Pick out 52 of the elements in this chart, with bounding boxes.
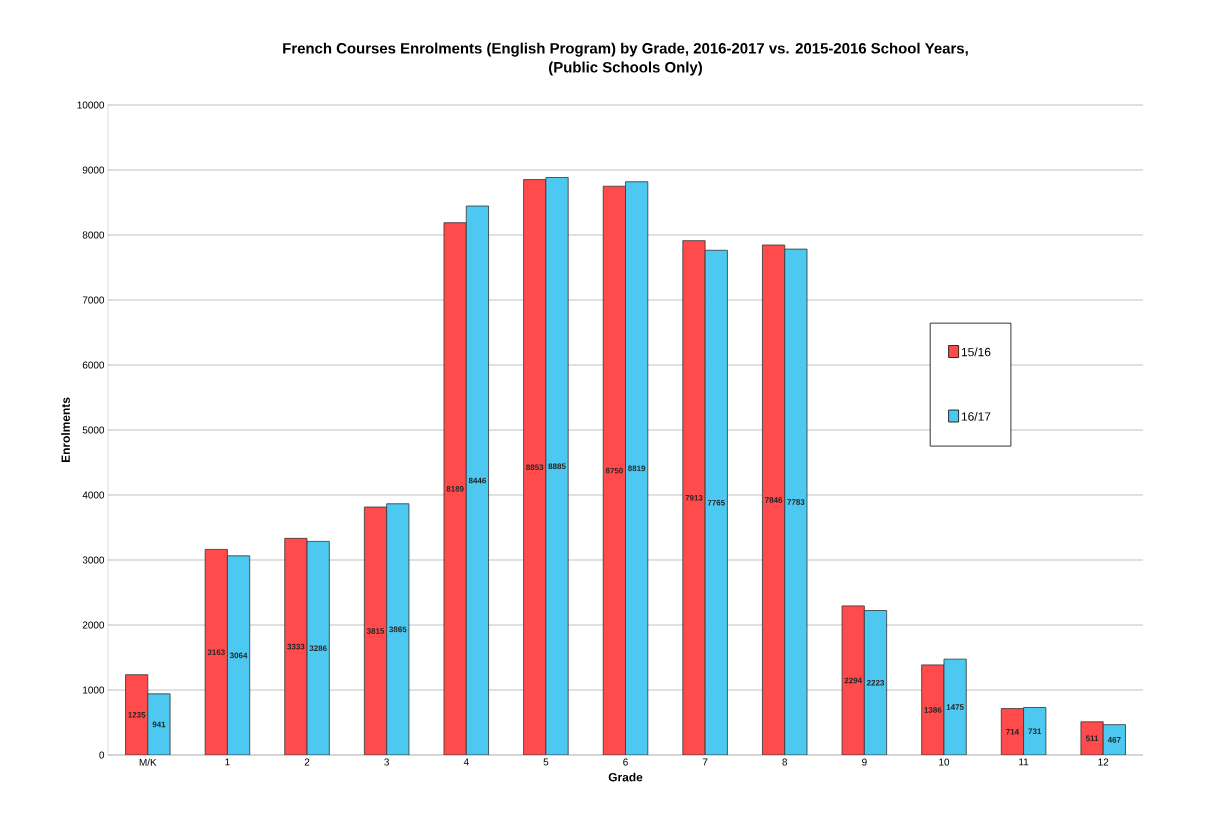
- bar: [443, 222, 467, 755]
- x-tick-label: 12: [1098, 758, 1109, 766]
- x-tick-label: 4: [463, 758, 469, 766]
- legend-label: 15/16: [961, 347, 991, 357]
- bar: [306, 541, 330, 755]
- bar: [363, 506, 388, 755]
- bar: [227, 555, 251, 755]
- x-tick-label: 9: [862, 758, 867, 766]
- x-tick-label: 1: [225, 758, 230, 766]
- x-tick-label: 2: [304, 758, 310, 766]
- bar: [921, 664, 945, 755]
- bar: [682, 240, 706, 755]
- x-axis-title: Grade: [608, 772, 643, 782]
- x-tick-label: 6: [623, 758, 628, 766]
- bar: [863, 610, 888, 755]
- bar: [625, 181, 649, 755]
- y-tick-label: 7000: [82, 296, 105, 304]
- bar: [943, 658, 967, 755]
- bar: [545, 177, 569, 755]
- y-tick-label: 10000: [77, 101, 105, 109]
- x-tick-label: 5: [543, 758, 549, 766]
- y-tick-label: 8000: [82, 231, 105, 239]
- bar: [762, 244, 786, 755]
- bar: [465, 205, 489, 755]
- x-tick-label: 10: [939, 758, 950, 766]
- y-tick-label: 5000: [82, 426, 105, 434]
- y-tick-label: 1000: [83, 686, 105, 694]
- x-tick-label: M/K: [139, 758, 157, 766]
- chart-title: French Courses Enrolments (English Program) by Grade, 2016-2017 vs. 2015-2016 School Years,: [283, 42, 968, 57]
- y-tick-label: 9000: [82, 166, 105, 174]
- y-tick-label: 3000: [82, 556, 105, 564]
- y-tick-label: 6000: [82, 361, 105, 369]
- y-axis-title: Enrolments: [61, 397, 70, 463]
- bar: [602, 185, 626, 755]
- x-tick-label: 11: [1019, 758, 1029, 766]
- bar: [523, 179, 547, 755]
- x-tick-label: 8: [782, 758, 788, 766]
- x-tick-label: 7: [702, 758, 708, 766]
- bar: [284, 537, 308, 755]
- y-tick-label: 0: [99, 751, 105, 759]
- x-tick-label: 3: [384, 758, 389, 766]
- bar: [125, 674, 149, 755]
- chart-subtitle: (Public Schools Only): [549, 61, 702, 76]
- bar: [147, 693, 171, 755]
- bar: [704, 249, 728, 755]
- bar: [784, 248, 808, 755]
- y-tick-label: 2000: [82, 621, 105, 629]
- y-tick-label: 4000: [82, 491, 105, 499]
- legend-label: 16/17: [961, 411, 991, 421]
- bar: [841, 605, 865, 755]
- bar: [386, 503, 410, 755]
- bar: [204, 549, 228, 755]
